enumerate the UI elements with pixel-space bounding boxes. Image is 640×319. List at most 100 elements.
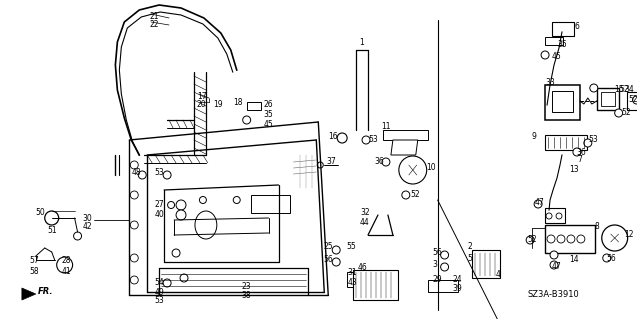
Circle shape: [180, 274, 188, 282]
Polygon shape: [22, 288, 36, 300]
Circle shape: [567, 235, 575, 243]
Circle shape: [168, 202, 175, 209]
Text: 51: 51: [48, 226, 58, 235]
Text: 44: 44: [360, 218, 370, 227]
Circle shape: [176, 210, 186, 220]
Text: 25: 25: [323, 242, 333, 251]
Text: 6: 6: [575, 22, 580, 31]
Text: 39: 39: [452, 284, 462, 293]
Circle shape: [233, 197, 240, 204]
Circle shape: [573, 148, 581, 156]
Text: 47: 47: [534, 198, 544, 207]
Text: 16: 16: [328, 132, 338, 141]
Text: 40: 40: [154, 210, 164, 219]
Circle shape: [584, 139, 592, 147]
Text: 53: 53: [154, 168, 164, 177]
Text: 56: 56: [607, 254, 616, 263]
Text: 23: 23: [242, 282, 252, 291]
Circle shape: [550, 261, 558, 269]
Bar: [627, 92, 640, 110]
Circle shape: [131, 161, 138, 169]
Text: 18: 18: [233, 98, 243, 107]
Text: 9: 9: [531, 132, 536, 141]
Text: 50: 50: [36, 208, 45, 217]
Circle shape: [590, 84, 598, 92]
Circle shape: [131, 221, 138, 229]
Text: 11: 11: [381, 122, 390, 131]
Text: 55: 55: [346, 242, 356, 251]
Text: 12: 12: [625, 230, 634, 239]
Bar: [246, 102, 260, 110]
Circle shape: [362, 136, 370, 144]
Text: 36: 36: [577, 148, 587, 157]
Text: 17: 17: [197, 92, 207, 101]
Text: 48: 48: [131, 168, 141, 177]
Text: 36: 36: [374, 157, 384, 166]
Text: 45: 45: [264, 120, 273, 129]
Circle shape: [402, 191, 410, 199]
Text: 58: 58: [30, 267, 40, 276]
Circle shape: [577, 235, 585, 243]
Text: 20: 20: [197, 100, 207, 109]
Ellipse shape: [195, 211, 217, 239]
Text: 7: 7: [577, 155, 582, 164]
Bar: [596, 88, 619, 110]
Circle shape: [200, 197, 206, 204]
Text: 45: 45: [552, 52, 562, 61]
Text: 32: 32: [360, 208, 370, 217]
Bar: [545, 135, 587, 150]
Circle shape: [556, 213, 562, 219]
Circle shape: [332, 258, 340, 266]
Circle shape: [332, 246, 340, 254]
Bar: [353, 270, 398, 300]
Text: 52: 52: [411, 190, 420, 199]
Text: 38: 38: [242, 291, 252, 300]
Text: SZ3A-B3910: SZ3A-B3910: [527, 290, 579, 299]
Text: 5: 5: [467, 254, 472, 263]
Bar: [472, 250, 500, 278]
Text: 15: 15: [614, 85, 624, 94]
Text: 41: 41: [61, 267, 71, 276]
Bar: [545, 208, 565, 223]
Circle shape: [546, 213, 552, 219]
Text: 13: 13: [569, 165, 579, 174]
Circle shape: [337, 133, 347, 143]
Text: 2: 2: [467, 242, 472, 251]
Text: 1: 1: [359, 38, 364, 47]
Text: 35: 35: [264, 110, 273, 119]
Text: 34: 34: [625, 85, 634, 94]
Text: 46: 46: [358, 263, 368, 272]
Text: 3: 3: [433, 260, 438, 269]
Circle shape: [550, 251, 558, 259]
Bar: [545, 37, 563, 45]
Text: 37: 37: [326, 157, 336, 166]
Circle shape: [317, 162, 323, 168]
Text: 33: 33: [545, 78, 555, 87]
Bar: [251, 195, 291, 213]
Bar: [601, 92, 614, 106]
Bar: [552, 22, 574, 36]
Circle shape: [74, 232, 81, 240]
Text: 52: 52: [621, 108, 631, 117]
Text: 43: 43: [347, 278, 357, 287]
Circle shape: [547, 235, 555, 243]
Polygon shape: [391, 140, 418, 155]
Text: 56: 56: [433, 248, 442, 257]
Circle shape: [138, 171, 146, 179]
Text: 21: 21: [149, 12, 159, 21]
Circle shape: [243, 116, 251, 124]
Circle shape: [382, 158, 390, 166]
Circle shape: [399, 156, 427, 184]
Text: 47: 47: [552, 262, 562, 271]
Text: 27: 27: [154, 200, 164, 209]
Text: 4: 4: [495, 270, 500, 279]
Circle shape: [557, 235, 565, 243]
Text: 19: 19: [213, 100, 223, 109]
Text: 10: 10: [426, 163, 435, 172]
Circle shape: [131, 254, 138, 262]
Text: FR.: FR.: [38, 287, 53, 296]
Circle shape: [131, 276, 138, 284]
Text: 42: 42: [83, 222, 92, 231]
Circle shape: [541, 51, 549, 59]
Circle shape: [534, 200, 542, 208]
